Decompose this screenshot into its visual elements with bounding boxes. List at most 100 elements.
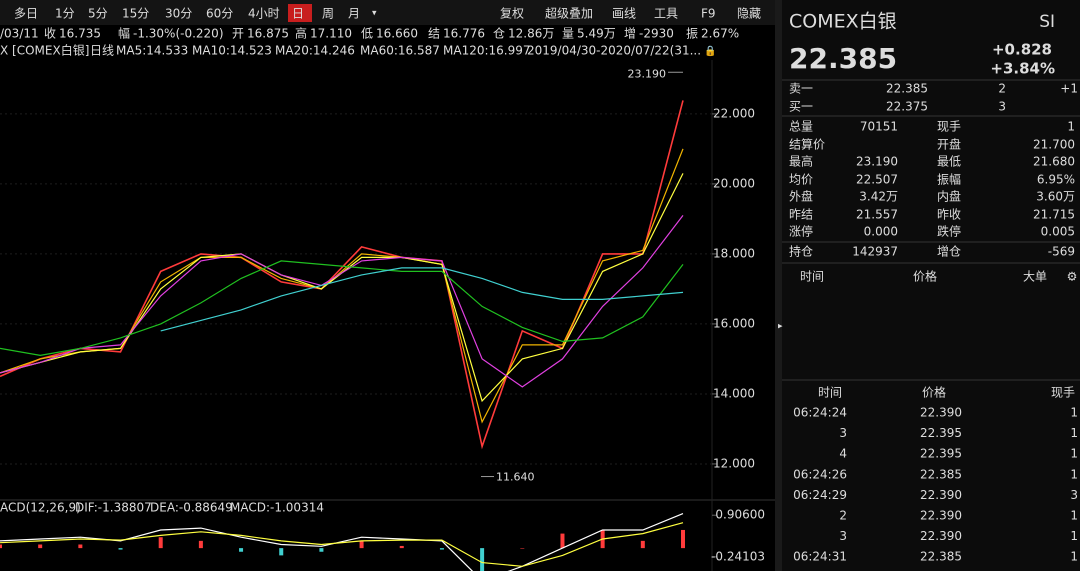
stat-label: 昨结 xyxy=(789,208,813,222)
macd-bar xyxy=(399,545,404,549)
y-tick-label: 16.000 xyxy=(713,316,755,330)
column-header: 时间 xyxy=(800,270,824,284)
change-pct: +3.84% xyxy=(990,60,1055,78)
stat-value: 1 xyxy=(1067,120,1075,134)
macd-bar xyxy=(0,544,2,549)
orderbook-delta: +1 xyxy=(1060,82,1078,96)
trade-time: 06:24:31 xyxy=(793,550,847,564)
trade-time: 3 xyxy=(839,426,847,440)
tool-button[interactable]: 复权 xyxy=(500,7,524,21)
annotation: 23.190 xyxy=(628,67,667,80)
stat-label: 增仓 xyxy=(937,245,961,259)
y-tick-label: 0.90600 xyxy=(715,508,765,522)
info-value: 16.660 xyxy=(376,27,418,41)
trade-price: 22.385 xyxy=(920,467,962,481)
chart-title: ACD(12,26,9) xyxy=(0,501,81,515)
stat-value: -569 xyxy=(1048,245,1075,259)
trade-volume: 1 xyxy=(1070,447,1078,461)
info-value: -2930 xyxy=(639,27,674,41)
lock-icon: 🔒 xyxy=(704,45,716,57)
info-label: 结 xyxy=(428,27,440,41)
stat-label: 总量 xyxy=(789,120,813,134)
tab[interactable]: 5分 xyxy=(88,7,108,21)
toolbar-bg xyxy=(0,0,775,25)
column-header: 价格 xyxy=(922,385,946,400)
trade-time: 06:24:24 xyxy=(793,406,847,420)
tab[interactable]: 月 xyxy=(348,7,360,21)
stat-label: 开盘 xyxy=(937,137,961,152)
stat-value: 21.557 xyxy=(856,208,898,222)
tab[interactable]: 周 xyxy=(322,7,334,21)
tab[interactable]: 60分 xyxy=(206,7,233,21)
column-header: 现手 xyxy=(1051,386,1075,400)
series-line xyxy=(0,100,684,450)
y-tick-label: 20.000 xyxy=(713,176,755,190)
change: +0.828 xyxy=(992,41,1052,59)
macd-bar xyxy=(640,540,645,549)
tab[interactable]: 4小时 xyxy=(248,7,280,21)
quote-panel xyxy=(782,0,1080,571)
orderbook-volume: 3 xyxy=(998,100,1006,114)
info-value: 16.776 xyxy=(443,27,485,41)
macd-bar xyxy=(520,548,525,549)
legend-entry: 日线 xyxy=(90,44,114,58)
info-label: 量 xyxy=(562,27,574,41)
info-label: 开 xyxy=(232,27,244,41)
info-label: 低 xyxy=(361,27,373,41)
info-value: 2.67% xyxy=(701,27,739,41)
stat-value: 21.700 xyxy=(1033,138,1075,152)
info-label: 仓 xyxy=(493,27,505,41)
info-value: 5.49万 xyxy=(577,27,616,41)
tool-button[interactable]: 隐藏 xyxy=(737,7,761,21)
legend-entry: MACD:-1.00314 xyxy=(230,501,324,515)
trade-price: 22.390 xyxy=(920,406,962,420)
tool-button[interactable]: F9 xyxy=(701,7,716,21)
orderbook-price: 22.385 xyxy=(886,82,928,96)
trade-volume: 3 xyxy=(1070,488,1078,502)
info-date: /03/11 xyxy=(0,27,39,41)
info-label: 振 xyxy=(686,27,698,41)
stat-label: 涨停 xyxy=(789,224,813,239)
tab[interactable]: 日 xyxy=(292,7,304,21)
legend-entry: MA20:14.246 xyxy=(275,44,355,58)
column-header: 时间 xyxy=(818,386,842,400)
collapse-arrow[interactable]: ▸ xyxy=(778,322,783,332)
settings-icon[interactable]: ⚙ xyxy=(1067,270,1078,284)
tool-button[interactable]: 画线 xyxy=(612,7,636,21)
tab[interactable]: 30分 xyxy=(165,7,192,21)
macd-bar xyxy=(198,540,203,549)
macd-bar xyxy=(681,529,685,549)
tab[interactable]: 15分 xyxy=(122,7,149,21)
tab[interactable]: 多日 xyxy=(14,7,38,21)
instrument-code: SI xyxy=(1039,12,1055,32)
tool-button[interactable]: 超级叠加 xyxy=(545,6,593,21)
orderbook-label: 卖一 xyxy=(789,82,813,96)
macd-bar xyxy=(38,544,43,549)
macd-bar xyxy=(439,548,444,550)
macd-bar xyxy=(118,548,123,550)
macd-bar xyxy=(480,548,485,571)
macd-bar xyxy=(239,548,244,552)
stat-value: 3.42万 xyxy=(859,190,898,204)
stat-value: 0.005 xyxy=(1041,225,1075,239)
trade-volume: 1 xyxy=(1070,509,1078,523)
column-header: 价格 xyxy=(913,269,937,284)
stat-label: 结算价 xyxy=(789,137,825,152)
legend-entry: DIF:-1.38807 xyxy=(75,501,152,515)
tool-button[interactable]: 工具 xyxy=(654,7,678,21)
series-line xyxy=(160,267,684,332)
tab-active[interactable] xyxy=(288,4,312,22)
macd-bar xyxy=(560,533,565,549)
dropdown[interactable]: ▾ xyxy=(372,9,377,19)
tab[interactable]: 1分 xyxy=(55,7,75,21)
stat-value: 21.715 xyxy=(1033,208,1075,222)
trade-time: 2 xyxy=(839,509,847,523)
y-tick-label: 12.000 xyxy=(713,456,755,470)
trade-price: 22.390 xyxy=(920,488,962,502)
stat-label: 昨收 xyxy=(937,208,961,222)
splitter[interactable] xyxy=(775,0,782,571)
y-tick-label: -0.24103 xyxy=(711,549,765,563)
series-line xyxy=(0,215,684,388)
orderbook-price: 22.375 xyxy=(886,100,928,114)
stat-value: 0.000 xyxy=(864,225,898,239)
